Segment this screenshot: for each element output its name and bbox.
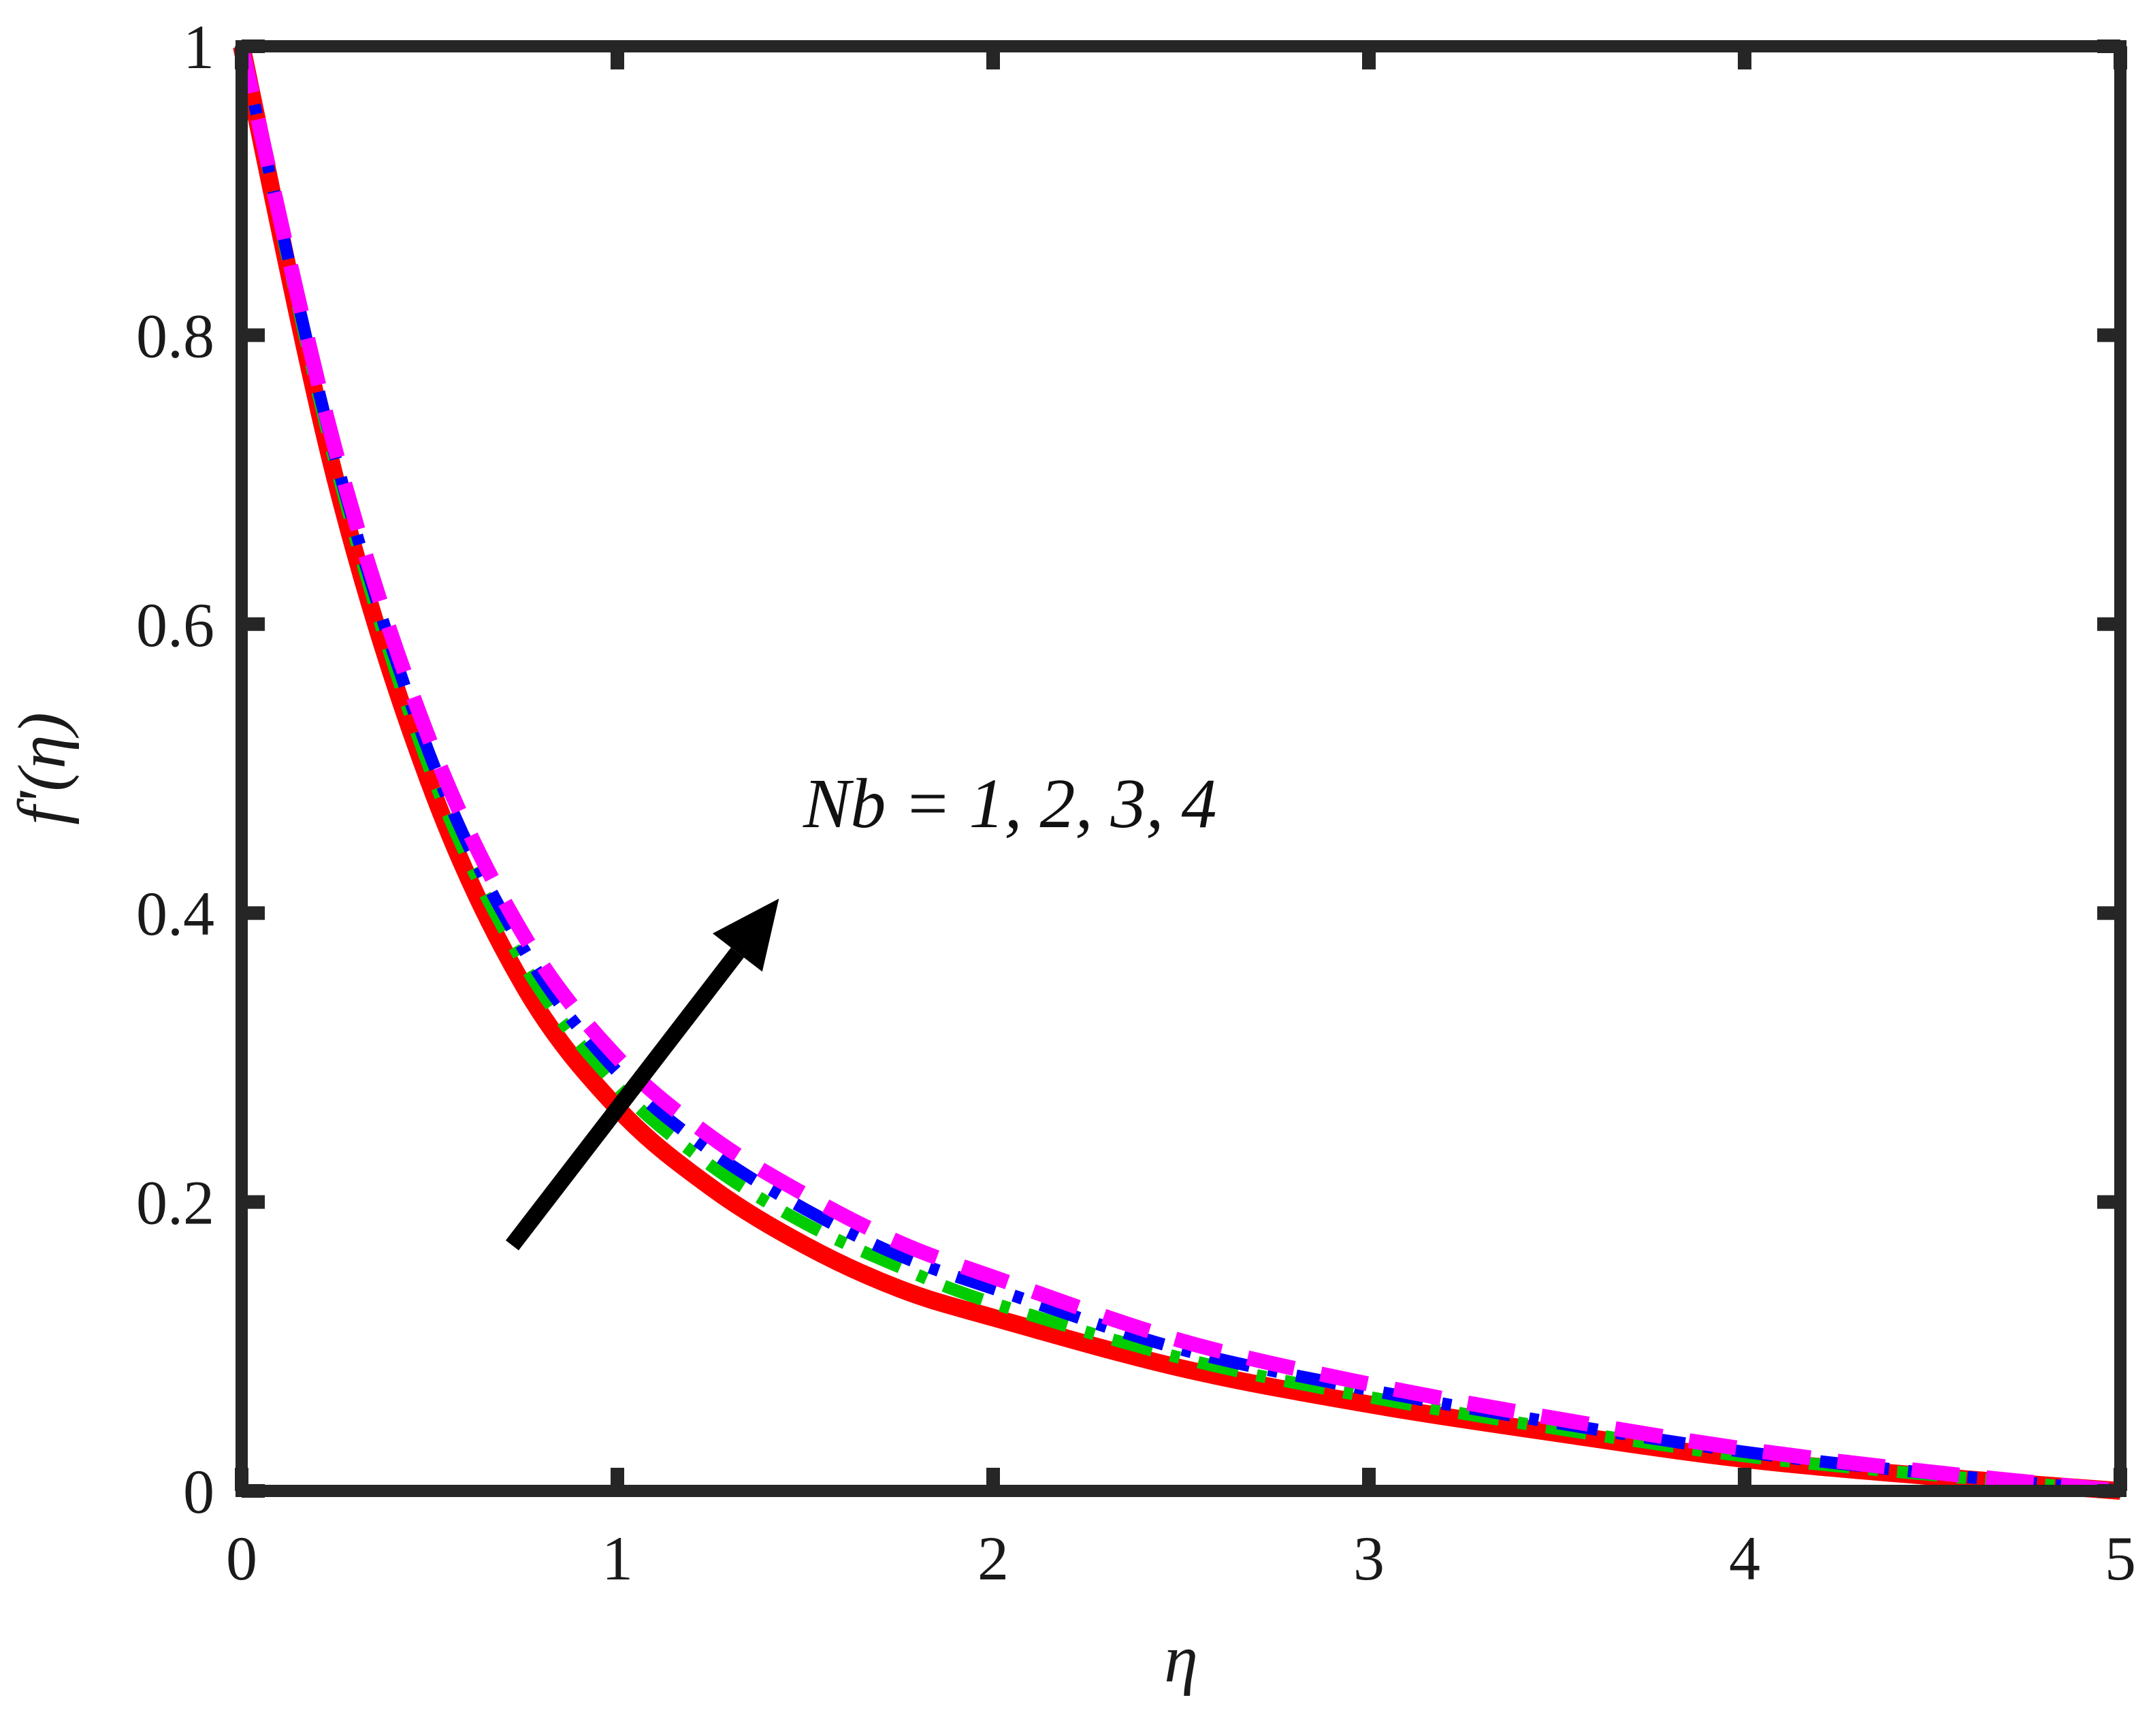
- series-line-3: [236, 44, 2121, 1497]
- annotation-arrow-head: [712, 898, 779, 972]
- y-tick-label: 1: [183, 12, 214, 82]
- annotation-layer: Nb = 1, 2, 3, 4: [505, 765, 1217, 1251]
- y-tick-label: 0.4: [136, 879, 214, 948]
- x-tick-label: 3: [1353, 1524, 1385, 1593]
- plot-area: [242, 46, 2120, 1491]
- annotation-text: Nb = 1, 2, 3, 4: [803, 765, 1217, 843]
- x-tick-label: 1: [602, 1524, 633, 1593]
- y-tick-label: 0.8: [136, 301, 214, 370]
- y-tick-label: 0.6: [136, 590, 214, 660]
- y-axis-label: f'(η): [4, 712, 80, 824]
- y-tick-label: 0: [183, 1457, 214, 1526]
- x-tick-label: 2: [977, 1524, 1009, 1593]
- x-tick-label: 4: [1729, 1524, 1760, 1593]
- axes-frame: [236, 40, 2126, 1497]
- x-tick-label: 0: [226, 1524, 257, 1593]
- y-tick-label: 0.2: [136, 1168, 214, 1238]
- x-axis-label: η: [1164, 1621, 1198, 1697]
- plot-background: [242, 46, 2120, 1491]
- series-line-1: [233, 44, 2121, 1500]
- x-tick-label: 5: [2105, 1524, 2136, 1593]
- annotation-arrow-shaft: [505, 947, 744, 1251]
- axes-layer: 0 1 2 3 4 5 0 0.2 0.4 0.6 0.8 1 η f'(η): [4, 12, 2136, 1697]
- series-layer: [233, 44, 2122, 1500]
